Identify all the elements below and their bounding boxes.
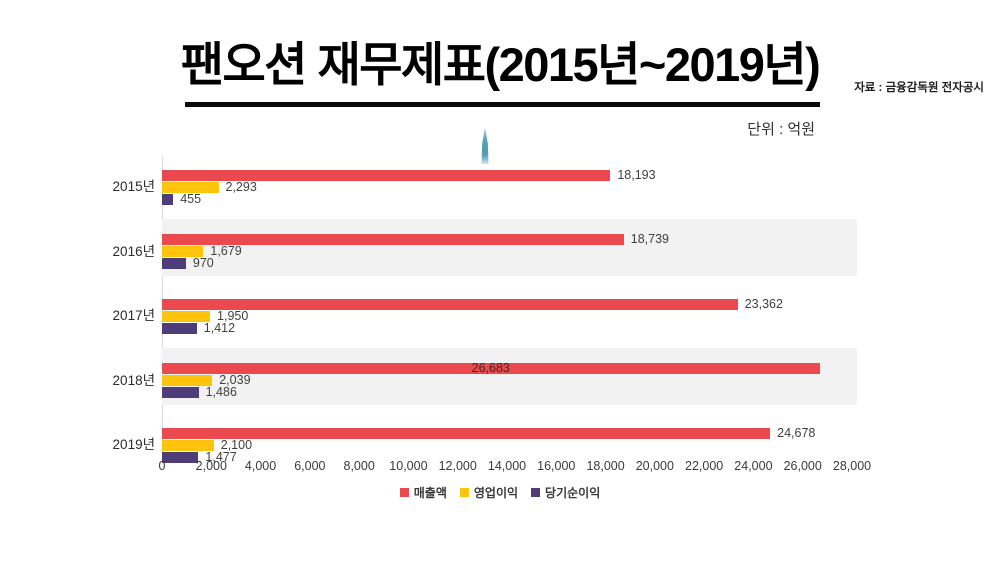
x-axis-tick: 20,000 (635, 459, 674, 473)
x-axis-tick: 24,000 (734, 459, 773, 473)
bar-value-label: 24,678 (777, 425, 816, 440)
bar-영업이익 (162, 439, 214, 451)
year-label: 2019년 (112, 437, 155, 453)
bar-영업이익 (162, 246, 204, 257)
bar-매출액 (162, 427, 771, 439)
legend-label: 매출액 (413, 486, 447, 500)
bar-당기순이익 (162, 387, 199, 398)
year-label: 2018년 (112, 372, 155, 388)
brush-smudge-icon (481, 127, 489, 164)
legend-label: 당기순이익 (545, 486, 601, 500)
x-axis-tick: 22,000 (685, 459, 724, 473)
legend-item: 매출액 (399, 484, 447, 501)
bar-매출액 (162, 234, 624, 245)
x-axis-tick: 4,000 (244, 459, 277, 473)
bar-당기순이익 (162, 193, 174, 205)
bar-value-label: 2,039 (219, 373, 251, 387)
x-axis-tick: 12,000 (438, 459, 477, 473)
x-axis-tick: 28,000 (832, 459, 872, 473)
legend-label: 영업이익 (473, 486, 519, 500)
bar-value-label: 970 (192, 256, 214, 270)
legend-swatch-icon (531, 488, 541, 497)
x-axis-tick: 8,000 (343, 459, 375, 473)
source-label: 자료 : 금융감독원 전자공시 (854, 82, 984, 94)
x-axis-tick: 18,000 (586, 459, 625, 473)
year-label: 2017년 (112, 308, 155, 324)
row-band (162, 347, 857, 405)
legend-item: 영업이익 (459, 484, 519, 501)
bar-value-label: 1,950 (217, 308, 249, 323)
bar-매출액 (162, 363, 820, 374)
bar-value-label: 455 (180, 191, 202, 206)
x-axis-tick: 6,000 (294, 459, 326, 473)
bar-영업이익 (162, 181, 219, 193)
bar-value-label: 2,100 (220, 437, 253, 452)
x-axis-tick: 14,000 (487, 459, 527, 473)
bar-영업이익 (162, 375, 213, 386)
x-axis-tick: 0 (158, 459, 166, 473)
title-underline (185, 102, 820, 107)
row-band (162, 218, 857, 276)
x-axis-tick: 26,000 (783, 459, 822, 473)
bar-value-label: 26,683 (471, 361, 510, 375)
unit-label: 단위 : 억원 (747, 121, 815, 138)
bar-매출액 (162, 298, 738, 310)
legend-swatch-icon (399, 488, 409, 497)
chart-title: 팬오션 재무제표(2015년~2019년) (180, 38, 821, 91)
legend-swatch-icon (459, 488, 469, 497)
bar-value-label: 2,293 (225, 179, 257, 194)
year-label: 2015년 (112, 179, 155, 195)
bar-영업이익 (162, 310, 211, 322)
bar-당기순이익 (162, 258, 186, 269)
bar-value-label: 1,477 (205, 449, 237, 464)
bar-value-label: 23,362 (744, 296, 783, 311)
bar-매출액 (162, 169, 611, 181)
bar-value-label: 1,486 (205, 385, 237, 399)
year-label: 2016년 (112, 243, 155, 259)
chart-legend: 매출액 영업이익 당기순이익 (0, 484, 1000, 501)
bar-value-label: 1,412 (203, 320, 236, 335)
bar-당기순이익 (162, 322, 197, 334)
legend-item: 당기순이익 (531, 484, 600, 501)
x-axis-tick: 10,000 (389, 459, 428, 473)
x-axis-tick: 2,000 (195, 459, 227, 473)
bar-value-label: 18,193 (617, 167, 656, 182)
bar-value-label: 18,739 (630, 232, 670, 246)
bar-당기순이익 (162, 451, 199, 463)
x-axis-tick: 16,000 (537, 459, 576, 473)
bar-value-label: 1,679 (210, 244, 242, 258)
